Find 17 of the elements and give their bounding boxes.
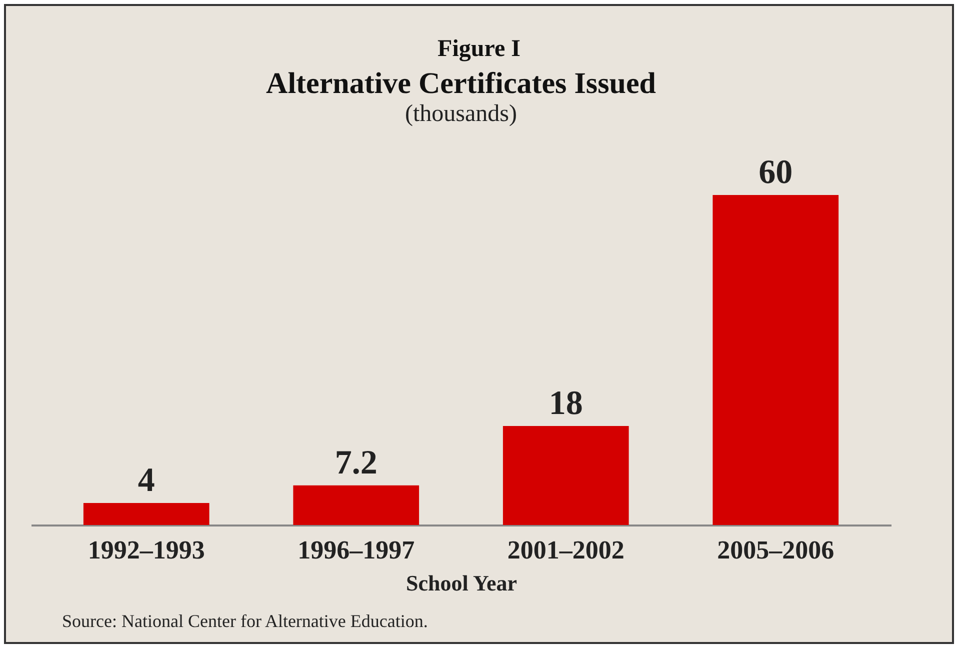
bar xyxy=(293,485,420,525)
x-axis-title: School Year xyxy=(406,570,518,596)
chart-subtitle: (thousands) xyxy=(405,101,517,127)
data-label: 18 xyxy=(548,385,583,422)
bar xyxy=(83,503,210,525)
text: Figure I xyxy=(436,36,522,63)
data-label: 4 xyxy=(138,462,155,499)
x-tick-label: 2005–2006 xyxy=(717,536,834,564)
data-label: 7.2 xyxy=(334,444,378,482)
x-tick-label: 1996–1997 xyxy=(298,536,415,564)
x-tick-label: 2001–2002 xyxy=(507,536,624,564)
bar xyxy=(502,426,629,525)
data-label: 60 xyxy=(758,154,793,191)
bar xyxy=(712,195,839,525)
chart-title: Alternative Certificates Issued xyxy=(266,67,656,100)
source-note: Source: National Center for Alternative Education. xyxy=(62,611,428,632)
x-tick-label: 1992–1993 xyxy=(88,536,205,564)
